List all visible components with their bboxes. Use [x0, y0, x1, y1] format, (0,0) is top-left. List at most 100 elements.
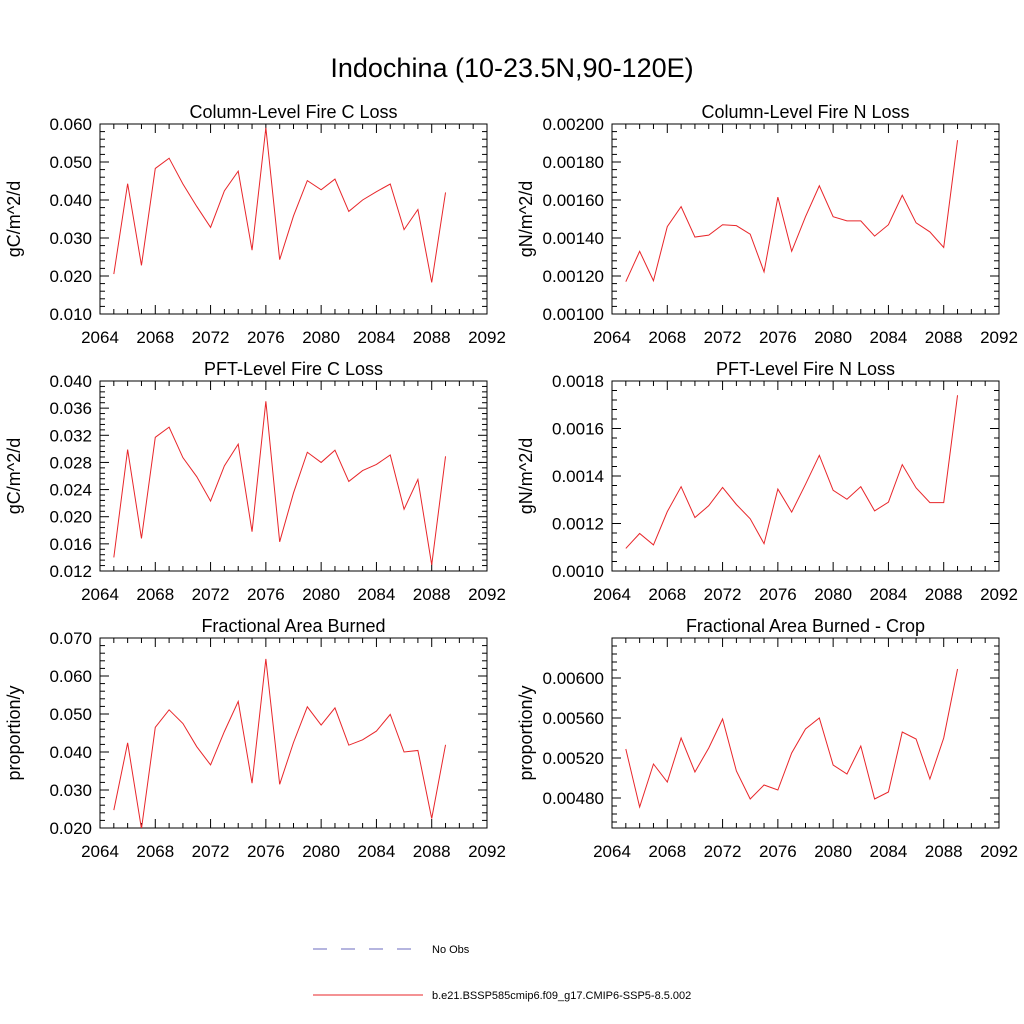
x-tick-label: 2084: [358, 842, 396, 861]
x-tick-label: 2080: [814, 842, 852, 861]
x-tick-label: 2072: [704, 328, 742, 347]
x-tick-label: 2080: [814, 328, 852, 347]
y-tick-label: 0.0012: [552, 515, 604, 534]
legend-label-model: b.e21.BSSP585cmip6.f09_g17.CMIP6-SSP5-8.…: [432, 990, 691, 1002]
x-tick-label: 2080: [814, 585, 852, 604]
panel-title: Fractional Area Burned - Crop: [686, 616, 925, 636]
x-tick-label: 2092: [980, 585, 1018, 604]
y-tick-label: 0.010: [49, 305, 92, 324]
y-axis-label: proportion/y: [4, 685, 24, 780]
y-tick-label: 0.00140: [543, 229, 604, 248]
y-tick-label: 0.020: [49, 267, 92, 286]
y-axis-label: proportion/y: [516, 685, 536, 780]
y-tick-label: 0.040: [49, 743, 92, 762]
panel-6: Fractional Area Burned - Crop proportion/…: [516, 616, 1018, 861]
y-tick-label: 0.0010: [552, 562, 604, 581]
x-tick-label: 2076: [247, 328, 285, 347]
y-tick-label: 0.028: [49, 453, 92, 472]
panel-4: PFT-Level Fire N Loss gN/m^2/d 2064 2068 207…: [516, 359, 1018, 604]
x-tick-label: 2064: [81, 328, 119, 347]
panel-title: PFT-Level Fire N Loss: [716, 359, 895, 379]
y-tick-label: 0.00520: [543, 749, 604, 768]
y-tick-label: 0.016: [49, 535, 92, 554]
y-tick-label: 0.0014: [552, 467, 604, 486]
x-tick-label: 2088: [413, 842, 451, 861]
figure-title: Indochina (10-23.5N,90-120E): [330, 53, 693, 83]
x-tick-label: 2080: [302, 328, 340, 347]
y-tick-label: 0.00160: [543, 191, 604, 210]
x-tick-label: 2068: [136, 585, 174, 604]
y-tick-label: 0.00100: [543, 305, 604, 324]
x-tick-label: 2084: [358, 328, 396, 347]
y-axis-label: gN/m^2/d: [516, 438, 536, 514]
y-tick-label: 0.070: [49, 629, 92, 648]
x-tick-label: 2084: [870, 328, 908, 347]
x-tick-label: 2088: [413, 328, 451, 347]
panel-2: Column-Level Fire N Loss gN/m^2/d 2064 2068…: [516, 102, 1018, 347]
y-axis-label: gN/m^2/d: [516, 181, 536, 257]
x-tick-label: 2080: [302, 585, 340, 604]
y-tick-label: 0.00120: [543, 267, 604, 286]
series-line: [113, 127, 447, 283]
x-tick-label: 2068: [648, 842, 686, 861]
y-tick-label: 0.050: [49, 153, 92, 172]
y-tick-label: 0.036: [49, 399, 92, 418]
y-tick-label: 0.050: [49, 705, 92, 724]
x-tick-label: 2076: [759, 328, 797, 347]
y-tick-label: 0.0016: [552, 420, 604, 439]
x-tick-label: 2068: [648, 328, 686, 347]
y-axis-label: gC/m^2/d: [4, 181, 24, 257]
y-tick-label: 0.040: [49, 372, 92, 391]
plot-frame: [611, 123, 1000, 315]
plot-frame: [611, 637, 1000, 829]
x-tick-label: 2092: [468, 585, 506, 604]
y-tick-label: 0.032: [49, 426, 92, 445]
x-tick-label: 2072: [704, 842, 742, 861]
y-tick-label: 0.00600: [543, 669, 604, 688]
y-tick-label: 0.00180: [543, 153, 604, 172]
panel-title: Column-Level Fire N Loss: [701, 102, 909, 122]
series-line: [625, 395, 959, 549]
x-tick-label: 2088: [925, 585, 963, 604]
series-line: [625, 668, 959, 809]
x-tick-label: 2092: [980, 328, 1018, 347]
x-tick-label: 2080: [302, 842, 340, 861]
x-tick-label: 2088: [925, 328, 963, 347]
panel-1: Column-Level Fire C Loss gC/m^2/d 2064 2068…: [4, 102, 506, 347]
y-tick-label: 0.00560: [543, 709, 604, 728]
panel-title: Fractional Area Burned: [201, 616, 385, 636]
y-tick-label: 0.030: [49, 781, 92, 800]
plot-frame: [99, 380, 488, 572]
y-tick-label: 0.00480: [543, 789, 604, 808]
plot-frame: [99, 637, 488, 829]
panels: Column-Level Fire C Loss gC/m^2/d 2064 2068…: [4, 102, 1018, 861]
x-tick-label: 2084: [358, 585, 396, 604]
legend: No Obs b.e21.BSSP585cmip6.f09_g17.CMIP6-…: [313, 944, 691, 1002]
x-tick-label: 2064: [593, 328, 631, 347]
legend-label-no-obs: No Obs: [432, 944, 470, 956]
x-tick-label: 2076: [759, 585, 797, 604]
x-tick-label: 2076: [247, 842, 285, 861]
y-tick-label: 0.020: [49, 508, 92, 527]
y-tick-label: 0.020: [49, 819, 92, 838]
panel-title: PFT-Level Fire C Loss: [204, 359, 383, 379]
y-tick-label: 0.00200: [543, 115, 604, 134]
plot-frame: [99, 123, 488, 315]
x-tick-label: 2084: [870, 842, 908, 861]
y-tick-label: 0.024: [49, 481, 92, 500]
x-tick-label: 2092: [468, 328, 506, 347]
y-tick-label: 0.012: [49, 562, 92, 581]
x-tick-label: 2084: [870, 585, 908, 604]
panel-title: Column-Level Fire C Loss: [189, 102, 397, 122]
x-tick-label: 2092: [980, 842, 1018, 861]
panel-3: PFT-Level Fire C Loss gC/m^2/d 2064 2068 207…: [4, 359, 506, 604]
x-tick-label: 2072: [704, 585, 742, 604]
x-tick-label: 2092: [468, 842, 506, 861]
series-line: [113, 658, 447, 828]
x-tick-label: 2064: [593, 585, 631, 604]
x-tick-label: 2064: [593, 842, 631, 861]
x-tick-label: 2088: [925, 842, 963, 861]
x-tick-label: 2064: [81, 842, 119, 861]
series-line: [113, 401, 447, 565]
